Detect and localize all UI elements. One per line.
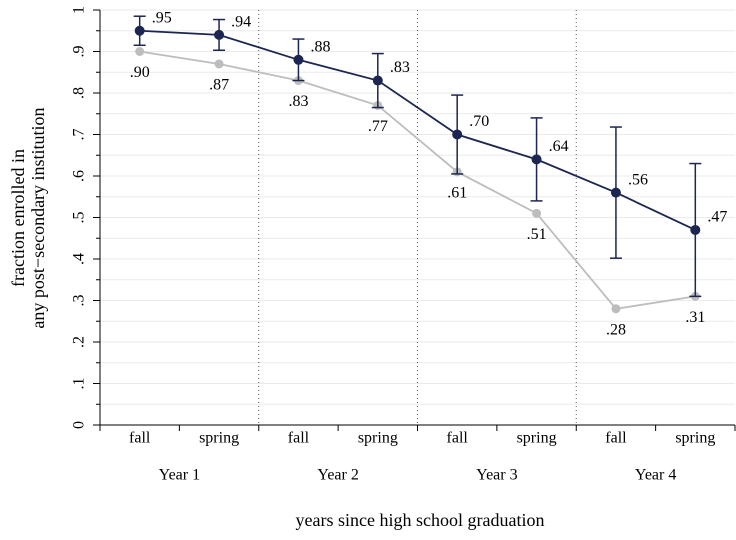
data-label: .31: [685, 309, 705, 326]
data-label: .47: [707, 209, 727, 226]
y-tick-label: 1: [71, 6, 88, 14]
data-point: [372, 75, 383, 86]
group-label: Year 2: [317, 467, 358, 484]
series-line: [139, 50, 696, 310]
data-point: [214, 29, 225, 40]
data-label: .95: [152, 9, 172, 26]
data-label: .61: [447, 185, 467, 202]
data-label: .56: [628, 171, 648, 188]
x-tick-label: spring: [199, 430, 239, 447]
y-tick-label: 0: [71, 421, 88, 429]
data-label: .70: [469, 113, 489, 130]
data-point: [532, 208, 542, 218]
y-tick-label: .3: [71, 295, 88, 307]
y-tick-label: .7: [71, 129, 88, 141]
y-tick-label: .2: [71, 336, 88, 348]
data-label: .77: [368, 118, 388, 135]
data-label: .90: [130, 64, 150, 81]
x-tick-label: spring: [675, 430, 715, 447]
data-point: [611, 304, 621, 314]
data-point: [214, 59, 224, 69]
x-tick-label: spring: [358, 430, 398, 447]
data-label: .51: [527, 226, 547, 243]
group-label: Year 1: [159, 467, 200, 484]
y-tick-label: .5: [71, 212, 88, 224]
y-tick-label: .1: [71, 378, 88, 390]
data-point: [531, 154, 542, 165]
y-axis-title: any post−secondary institution: [28, 107, 48, 328]
y-tick-label: .9: [71, 46, 88, 58]
x-tick-label: spring: [517, 430, 557, 447]
x-tick-label: fall: [605, 430, 627, 447]
data-point: [452, 129, 463, 140]
x-tick-label: fall: [129, 430, 151, 447]
y-axis-title: fraction enrolled in: [8, 149, 28, 287]
data-label: .64: [549, 138, 569, 155]
data-point: [610, 187, 621, 198]
data-point: [690, 224, 701, 235]
data-label: .83: [390, 59, 410, 76]
data-point: [134, 25, 145, 36]
y-tick-label: .4: [71, 253, 88, 265]
data-label: .88: [310, 38, 330, 55]
data-point: [135, 47, 145, 56]
group-label: Year 4: [635, 467, 676, 484]
series-line: [139, 29, 696, 231]
data-label: .87: [209, 77, 229, 94]
x-tick-label: fall: [288, 430, 310, 447]
x-tick-label: fall: [447, 430, 469, 447]
data-label: .94: [231, 14, 251, 31]
x-axis-title: years since high school graduation: [296, 510, 545, 530]
data-label: .83: [288, 93, 308, 110]
y-tick-label: .6: [71, 170, 88, 182]
data-point: [293, 54, 304, 65]
group-label: Year 3: [476, 467, 517, 484]
y-tick-label: .8: [71, 87, 88, 99]
data-label: .28: [606, 321, 626, 338]
